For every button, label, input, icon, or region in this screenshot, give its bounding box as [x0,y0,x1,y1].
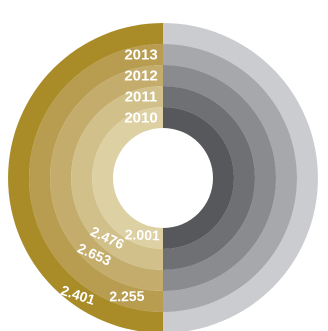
ring-grey-2010 [163,107,234,249]
year-label-2012: 2012 [124,68,157,85]
ring-grey-2014 [163,23,318,331]
year-label-2013: 2013 [124,47,157,64]
ring-gold-2014 [8,23,163,331]
year-label-2014: 2014 [124,26,158,43]
ring-grey-2012 [163,65,276,291]
ring-gold-2012 [50,65,163,291]
year-label-2010: 2010 [124,110,157,127]
ring-gold-2013 [29,44,163,312]
ring-gold-2011 [71,86,163,270]
ring-grey-2011 [163,86,255,270]
ring-grey-2013 [163,44,297,312]
value-label-2255: 2.255 [109,288,145,305]
value-label-2001: 2.001 [125,226,161,243]
year-label-2011: 2011 [125,89,158,106]
ring-gold-2010 [92,107,163,249]
chart-rings [8,23,318,331]
year-labels: 2010 2011 2012 2013 2014 [124,26,158,127]
